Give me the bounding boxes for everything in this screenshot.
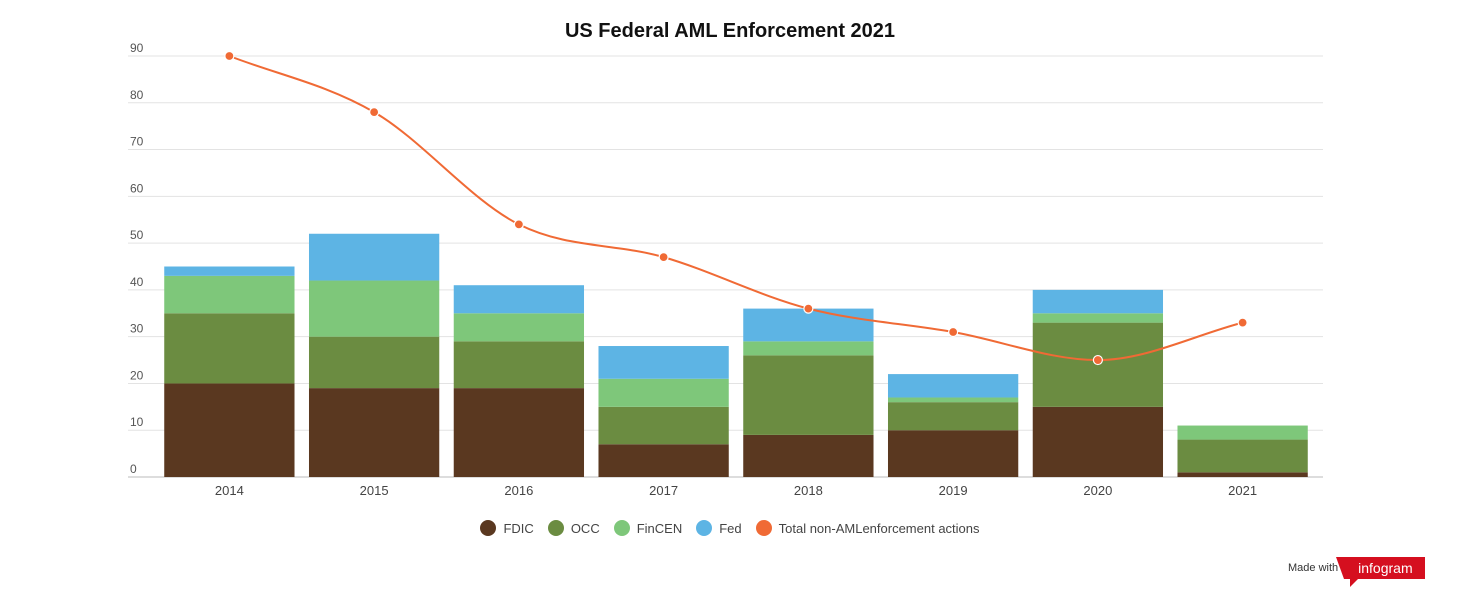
bar-segment[interactable]: [743, 434, 874, 477]
bar-segment[interactable]: [743, 341, 874, 356]
bars: [164, 233, 1308, 477]
y-tick-label: 80: [130, 88, 144, 102]
line-point[interactable]: [948, 326, 959, 338]
infogram-credit[interactable]: Made with infogram: [1288, 557, 1425, 587]
bar-segment[interactable]: [453, 341, 585, 389]
bar-segment[interactable]: [308, 280, 440, 337]
bar-segment[interactable]: [1177, 425, 1308, 440]
legend-item[interactable]: FinCEN: [613, 520, 683, 536]
bar-segment[interactable]: [743, 308, 874, 342]
total-line: [229, 55, 1243, 362]
bar-segment[interactable]: [308, 336, 440, 389]
chart-title: US Federal AML Enforcement 2021: [564, 20, 896, 42]
bar-segment[interactable]: [308, 233, 440, 281]
y-tick-label: 10: [130, 415, 144, 429]
bar-segment[interactable]: [164, 383, 295, 477]
axis-labels: 0 10 20 30 40 50 60 70 80 90 2014 2015 2016 2017 2018 2…: [130, 41, 1257, 498]
y-tick-label: 70: [130, 135, 144, 149]
y-tick-label: 0: [130, 462, 137, 476]
bar-segment[interactable]: [887, 402, 1019, 431]
bar-segment[interactable]: [453, 313, 585, 342]
legend-label: Fed: [719, 520, 742, 536]
bar-segment[interactable]: [887, 397, 1019, 403]
bar-segment[interactable]: [598, 346, 729, 379]
x-tick-label: 2015: [360, 483, 389, 498]
line-point[interactable]: [1237, 317, 1248, 328]
bar-segment[interactable]: [1032, 289, 1164, 314]
bar-segment[interactable]: [164, 313, 295, 384]
x-tick-label: 2019: [939, 483, 968, 498]
x-tick-label: 2014: [215, 483, 244, 498]
bar-segment[interactable]: [887, 374, 1019, 398]
made-with-label: Made with: [1288, 562, 1339, 574]
legend-item[interactable]: Total non-AMLenforcement actions: [755, 520, 980, 536]
bar-segment[interactable]: [1177, 439, 1308, 473]
x-tick-label: 2020: [1083, 483, 1112, 498]
legend-swatch: [755, 520, 772, 536]
legend-label: FDIC: [503, 520, 534, 536]
y-tick-label: 20: [130, 368, 144, 382]
bar-segment[interactable]: [1032, 313, 1164, 323]
bar-segment[interactable]: [1177, 472, 1308, 477]
line-series: [224, 50, 1248, 366]
y-tick-label: 60: [130, 181, 144, 195]
line-point[interactable]: [224, 50, 235, 62]
x-tick-label: 2021: [1228, 483, 1257, 498]
x-tick-label: 2016: [504, 483, 533, 498]
legend-swatch: [480, 520, 497, 536]
line-point[interactable]: [513, 219, 524, 230]
bar-segment[interactable]: [598, 378, 729, 407]
line-point[interactable]: [803, 303, 814, 314]
bar-segment[interactable]: [598, 406, 729, 445]
line-point[interactable]: [1092, 354, 1103, 366]
infogram-logo[interactable]: infogram: [1336, 557, 1425, 587]
bar-segment[interactable]: [598, 444, 729, 477]
legend-label: FinCEN: [636, 520, 683, 536]
y-tick-label: 30: [130, 322, 144, 336]
line-point[interactable]: [658, 252, 669, 263]
legend-swatch: [547, 520, 564, 536]
bar-segment[interactable]: [453, 388, 585, 477]
bar-segment[interactable]: [453, 285, 585, 314]
legend-item[interactable]: OCC: [547, 520, 600, 536]
y-tick-label: 50: [130, 228, 144, 242]
y-tick-label: 40: [130, 275, 144, 289]
bar-segment[interactable]: [887, 430, 1019, 477]
bar-segment[interactable]: [1032, 406, 1164, 477]
x-tick-label: 2018: [794, 483, 823, 498]
bar-segment[interactable]: [743, 355, 874, 435]
bar-segment[interactable]: [164, 266, 295, 276]
bar-segment[interactable]: [308, 388, 440, 477]
x-tick-label: 2017: [649, 483, 678, 498]
legend-item[interactable]: FDIC: [480, 520, 534, 536]
legend-swatch: [613, 520, 630, 536]
legend: FDIC OCC FinCEN Fed Total non-AMLenforcement…: [0, 520, 1460, 536]
legend-swatch: [696, 520, 713, 536]
line-point[interactable]: [369, 107, 380, 118]
y-tick-label: 90: [130, 41, 144, 55]
legend-label: OCC: [570, 520, 600, 536]
legend-label: Total non-AMLenforcement actions: [778, 520, 980, 536]
bar-segment[interactable]: [164, 275, 295, 314]
legend-item[interactable]: Fed: [696, 520, 742, 536]
